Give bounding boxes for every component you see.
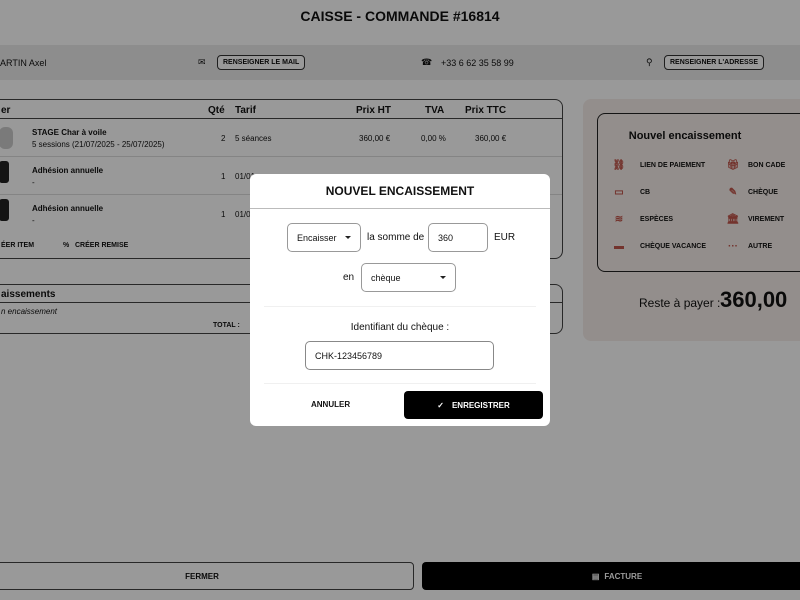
credit-card-icon: ▭ bbox=[614, 187, 624, 198]
item-details: - bbox=[32, 216, 35, 225]
cheque-icon: ✎ bbox=[728, 187, 738, 198]
invoice-button[interactable]: ▤ FACTURE bbox=[422, 562, 800, 590]
gift-icon: 🎁︎ bbox=[726, 160, 740, 171]
item-tva: 0,00 % bbox=[421, 134, 446, 143]
remaining-label: Reste à payer : bbox=[639, 296, 721, 310]
table-row[interactable]: STAGE Char à voile 5 sessions (21/07/202… bbox=[0, 118, 562, 156]
method-gift-card[interactable]: 🎁︎ BON CADE bbox=[726, 160, 786, 171]
item-qty: 1 bbox=[221, 210, 226, 219]
column-header: Prix HT bbox=[356, 105, 392, 116]
currency-label: EUR bbox=[494, 232, 516, 243]
modal-title: NOUVEL ENCAISSEMENT bbox=[325, 184, 475, 198]
empty-message: n encaissement bbox=[1, 307, 58, 316]
close-button[interactable]: FERMER bbox=[0, 562, 414, 590]
item-details: - bbox=[32, 178, 35, 187]
new-payment-modal: NOUVEL ENCAISSEMENT Encaisser la somme d… bbox=[250, 174, 550, 426]
method-other[interactable]: ··· AUTRE bbox=[728, 241, 773, 252]
total-label: TOTAL : bbox=[213, 322, 240, 329]
item-name: Adhésion annuelle bbox=[32, 166, 104, 175]
sum-label: la somme de bbox=[367, 232, 425, 243]
in-label: en bbox=[343, 272, 355, 283]
product-thumbnail bbox=[0, 127, 13, 149]
create-item-button[interactable]: ÉER ITEM bbox=[1, 242, 35, 249]
percent-icon: % bbox=[63, 242, 70, 249]
column-header: Prix TTC bbox=[465, 105, 507, 116]
page-title: CAISSE - COMMANDE #16814 bbox=[300, 8, 500, 24]
section-title: aissements bbox=[1, 289, 56, 300]
method-cb[interactable]: ▭ CB bbox=[612, 187, 650, 198]
payment-methods-box: Nouvel encaissement ⛓ LIEN DE PAIEMENT 🎁︎… bbox=[597, 113, 800, 272]
caret-down-icon bbox=[345, 236, 351, 239]
caret-down-icon bbox=[440, 276, 446, 279]
phone-icon: ☎ bbox=[421, 57, 433, 67]
method-cash[interactable]: ≋ ESPÈCES bbox=[612, 214, 673, 225]
column-header: er bbox=[1, 105, 11, 116]
set-address-button[interactable]: RENSEIGNER L'ADRESSE bbox=[664, 55, 765, 70]
mail-icon: ✉ bbox=[198, 57, 206, 67]
item-qty: 2 bbox=[221, 134, 226, 143]
product-thumbnail bbox=[0, 161, 9, 183]
coins-icon: ≋ bbox=[614, 214, 624, 225]
column-header: Qté bbox=[208, 105, 225, 116]
item-tarif: 01/01 bbox=[235, 172, 256, 181]
check-icon: ✓ bbox=[437, 400, 444, 410]
item-tarif: 5 séances bbox=[235, 134, 272, 143]
item-tarif: 01/01 bbox=[235, 210, 256, 219]
bank-icon: 🏛︎ bbox=[726, 214, 740, 225]
remaining-value: 360,00 bbox=[720, 287, 788, 312]
item-price-ttc: 360,00 € bbox=[475, 134, 507, 143]
item-price-ht: 360,00 € bbox=[359, 134, 391, 143]
location-icon: ⚲ bbox=[646, 57, 653, 67]
save-button[interactable]: ✓ ENREGISTRER bbox=[404, 391, 543, 419]
cheque-id-label: Identifiant du chèque : bbox=[350, 322, 450, 333]
product-thumbnail bbox=[0, 199, 9, 221]
item-details: 5 sessions (21/07/2025 - 25/07/2025) bbox=[32, 140, 165, 149]
method-cheque[interactable]: ✎ CHÈQUE bbox=[726, 187, 778, 198]
set-mail-button[interactable]: RENSEIGNER LE MAIL bbox=[217, 55, 306, 70]
action-select[interactable]: Encaisser bbox=[287, 223, 361, 252]
link-icon: ⛓ bbox=[612, 160, 626, 171]
method-payment-link[interactable]: ⛓ LIEN DE PAIEMENT bbox=[612, 160, 706, 171]
create-discount-button[interactable]: CRÉER REMISE bbox=[75, 242, 129, 249]
item-name: Adhésion annuelle bbox=[32, 204, 104, 213]
phone-number: +33 6 62 35 58 99 bbox=[441, 57, 514, 68]
more-icon: ··· bbox=[728, 241, 738, 252]
ticket-icon: ▬ bbox=[614, 241, 624, 252]
panel-title: Nouvel encaissement bbox=[628, 130, 742, 142]
method-holiday-cheque[interactable]: ▬ CHÈQUE VACANCE bbox=[614, 241, 706, 252]
column-header: TVA bbox=[425, 105, 445, 116]
item-name: STAGE Char à voile bbox=[32, 128, 107, 137]
column-header: Tarif bbox=[235, 105, 256, 116]
document-icon: ▤ bbox=[591, 571, 600, 581]
item-qty: 1 bbox=[221, 172, 226, 181]
cancel-button[interactable]: ANNULER bbox=[311, 400, 351, 409]
method-transfer[interactable]: 🏛︎ VIREMENT bbox=[726, 214, 785, 225]
amount-input[interactable]: 360 bbox=[428, 223, 488, 252]
payment-method-select[interactable]: chèque bbox=[361, 263, 456, 292]
customer-info-bar: ARTIN Axel ✉ RENSEIGNER LE MAIL ☎ +33 6 … bbox=[0, 45, 800, 80]
table-row[interactable]: Adhésion annuelle - 1 01/01 bbox=[0, 156, 562, 194]
payment-panel: Nouvel encaissement ⛓ LIEN DE PAIEMENT 🎁︎… bbox=[583, 99, 800, 341]
customer-name: ARTIN Axel bbox=[0, 57, 47, 68]
cheque-id-input[interactable]: CHK-123456789 bbox=[305, 341, 494, 370]
